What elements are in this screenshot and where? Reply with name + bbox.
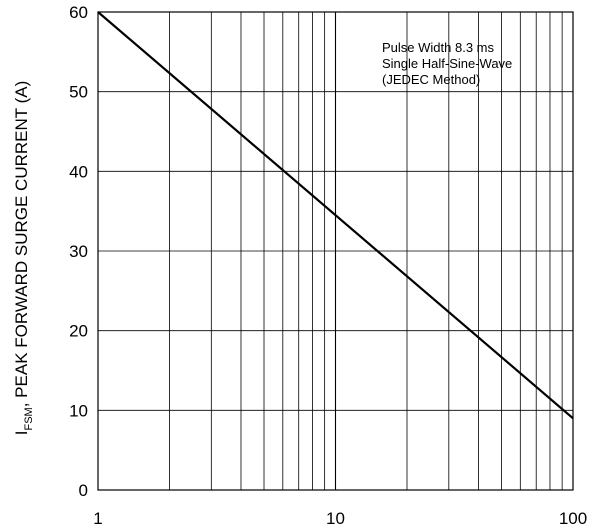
plot-frame bbox=[97, 11, 574, 491]
x-tick-label: 1 bbox=[93, 509, 102, 528]
y-axis-label-symbol: I bbox=[12, 431, 31, 436]
x-tick-labels: 1 10 100 bbox=[93, 509, 587, 528]
annotation: Pulse Width 8.3 ms Single Half-Sine-Wave… bbox=[382, 40, 512, 87]
y-axis-label-subscript: FSM bbox=[23, 407, 35, 430]
surge-current-line bbox=[97, 11, 574, 420]
y-tick-label: 60 bbox=[69, 3, 88, 22]
grid-lines bbox=[98, 12, 573, 490]
y-tick-labels: 0 10 20 30 40 50 60 bbox=[69, 3, 88, 500]
x-tick-label: 10 bbox=[326, 509, 345, 528]
y-tick-label: 40 bbox=[69, 162, 88, 181]
y-tick-label: 10 bbox=[69, 401, 88, 420]
y-tick-label: 30 bbox=[69, 242, 88, 261]
y-axis-label-text: , PEAK FORWARD SURGE CURRENT (A) bbox=[12, 81, 31, 408]
x-tick-label: 100 bbox=[559, 509, 587, 528]
y-tick-label: 20 bbox=[69, 322, 88, 341]
annotation-line-2: Single Half-Sine-Wave bbox=[382, 56, 512, 71]
annotation-line-1: Pulse Width 8.3 ms bbox=[382, 40, 494, 55]
y-axis-label: IFSM, PEAK FORWARD SURGE CURRENT (A) bbox=[12, 81, 35, 435]
y-tick-label: 0 bbox=[79, 481, 88, 500]
series-layer bbox=[97, 11, 574, 420]
annotation-line-3: (JEDEC Method) bbox=[382, 72, 480, 87]
y-tick-label: 50 bbox=[69, 83, 88, 102]
